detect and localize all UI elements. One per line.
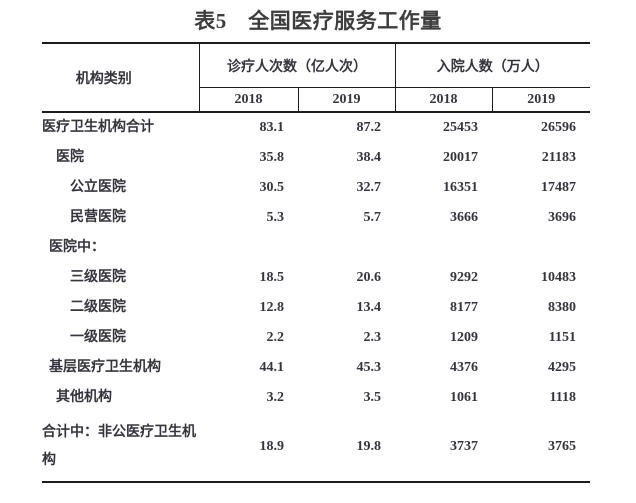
- table-title: 表5 全国医疗服务工作量: [194, 9, 442, 33]
- cell-value: 30.5: [259, 180, 285, 195]
- cell-value: 13.4: [356, 300, 382, 315]
- row-label: 三级医院: [70, 270, 126, 285]
- row-label: 一级医院: [70, 330, 126, 345]
- cell-value: 19.8: [356, 439, 382, 454]
- cell-value: 18.9: [259, 439, 285, 454]
- row-label: 其他机构: [56, 390, 112, 405]
- cell-value: 17487: [541, 180, 576, 195]
- header-year-visits-2019: 2019: [298, 87, 396, 113]
- cell-value: 20017: [443, 150, 478, 165]
- cell-value: 21183: [541, 150, 576, 165]
- header-group-admissions: 入院人数（万人）: [395, 43, 590, 88]
- cell-value: 5.3: [266, 210, 285, 225]
- cell-value: 9292: [450, 270, 478, 285]
- cell-value: 3.2: [266, 390, 285, 405]
- cell-value: 87.2: [356, 120, 382, 135]
- cell-value: 4295: [548, 360, 576, 375]
- table-row: 民营医院 5.3 5.7 3666 3696: [42, 203, 590, 233]
- cell-value: 3696: [548, 210, 576, 225]
- table-header: 机构类别 诊疗人次数（亿人次） 入院人数（万人） 2018 2019 2018 …: [42, 43, 590, 113]
- medical-service-workload-table: 机构类别 诊疗人次数（亿人次） 入院人数（万人） 2018 2019 2018 …: [42, 42, 590, 483]
- cell-value: 4376: [450, 360, 478, 375]
- row-label: 合计中：非公医疗卫生机构: [42, 425, 196, 468]
- row-label: 医院中：: [49, 240, 105, 255]
- header-group-visits: 诊疗人次数（亿人次）: [199, 43, 396, 88]
- header-year-admissions-2019: 2019: [492, 87, 590, 113]
- row-label: 基层医疗卫生机构: [49, 360, 161, 375]
- cell-value: 2.3: [363, 330, 382, 345]
- table-row: 一级医院 2.2 2.3 1209 1151: [42, 323, 590, 353]
- cell-value: 10483: [541, 270, 576, 285]
- table-row: 基层医疗卫生机构 44.1 45.3 4376 4295: [42, 353, 590, 383]
- row-label: 二级医院: [70, 300, 126, 315]
- cell-value: [199, 233, 298, 263]
- table-row: 三级医院 18.5 20.6 9292 10483: [42, 263, 590, 293]
- document-page: 表5 全国医疗服务工作量 机构类别 诊疗人次数（亿人次） 入院人数（万人） 20…: [0, 8, 636, 483]
- cell-value: 26596: [541, 120, 576, 135]
- cell-value: 1061: [450, 390, 478, 405]
- cell-value: 38.4: [356, 150, 382, 165]
- cell-value: 3666: [450, 210, 478, 225]
- header-year-visits-2018: 2018: [199, 87, 299, 113]
- cell-value: [298, 233, 395, 263]
- header-category: 机构类别: [42, 43, 200, 113]
- cell-value: 44.1: [259, 360, 285, 375]
- header-year-admissions-2018: 2018: [395, 87, 493, 113]
- table-row: 合计中：非公医疗卫生机构 18.9 19.8 3737 3765: [42, 413, 590, 482]
- table-row: 医疗卫生机构合计 83.1 87.2 25453 26596: [42, 112, 590, 143]
- cell-value: [395, 233, 492, 263]
- cell-value: 16351: [443, 180, 478, 195]
- cell-value: 18.5: [259, 270, 285, 285]
- cell-value: 32.7: [356, 180, 382, 195]
- cell-value: 3737: [450, 439, 478, 454]
- cell-value: 5.7: [363, 210, 382, 225]
- cell-value: 8177: [450, 300, 478, 315]
- cell-value: 12.8: [259, 300, 285, 315]
- cell-value: 8380: [548, 300, 576, 315]
- cell-value: 45.3: [356, 360, 382, 375]
- table-row: 其他机构 3.2 3.5 1061 1118: [42, 383, 590, 413]
- table-row: 二级医院 12.8 13.4 8177 8380: [42, 293, 590, 323]
- cell-value: 1151: [548, 330, 576, 345]
- cell-value: 35.8: [259, 150, 285, 165]
- cell-value: 1118: [549, 390, 576, 405]
- cell-value: 1209: [450, 330, 478, 345]
- cell-value: 3.5: [363, 390, 382, 405]
- table-row: 公立医院 30.5 32.7 16351 17487: [42, 173, 590, 203]
- table-row: 医院 35.8 38.4 20017 21183: [42, 143, 590, 173]
- cell-value: 2.2: [266, 330, 285, 345]
- table-row: 医院中：: [42, 233, 590, 263]
- row-label: 医院: [56, 150, 84, 165]
- cell-value: 20.6: [356, 270, 382, 285]
- row-label: 公立医院: [70, 180, 126, 195]
- cell-value: 25453: [443, 120, 478, 135]
- cell-value: 83.1: [259, 120, 285, 135]
- cell-value: 3765: [548, 439, 576, 454]
- cell-value: [492, 233, 590, 263]
- row-label: 医疗卫生机构合计: [42, 120, 154, 135]
- row-label: 民营医院: [70, 210, 126, 225]
- table-body: 医疗卫生机构合计 83.1 87.2 25453 26596 医院 35.8 3…: [42, 112, 590, 482]
